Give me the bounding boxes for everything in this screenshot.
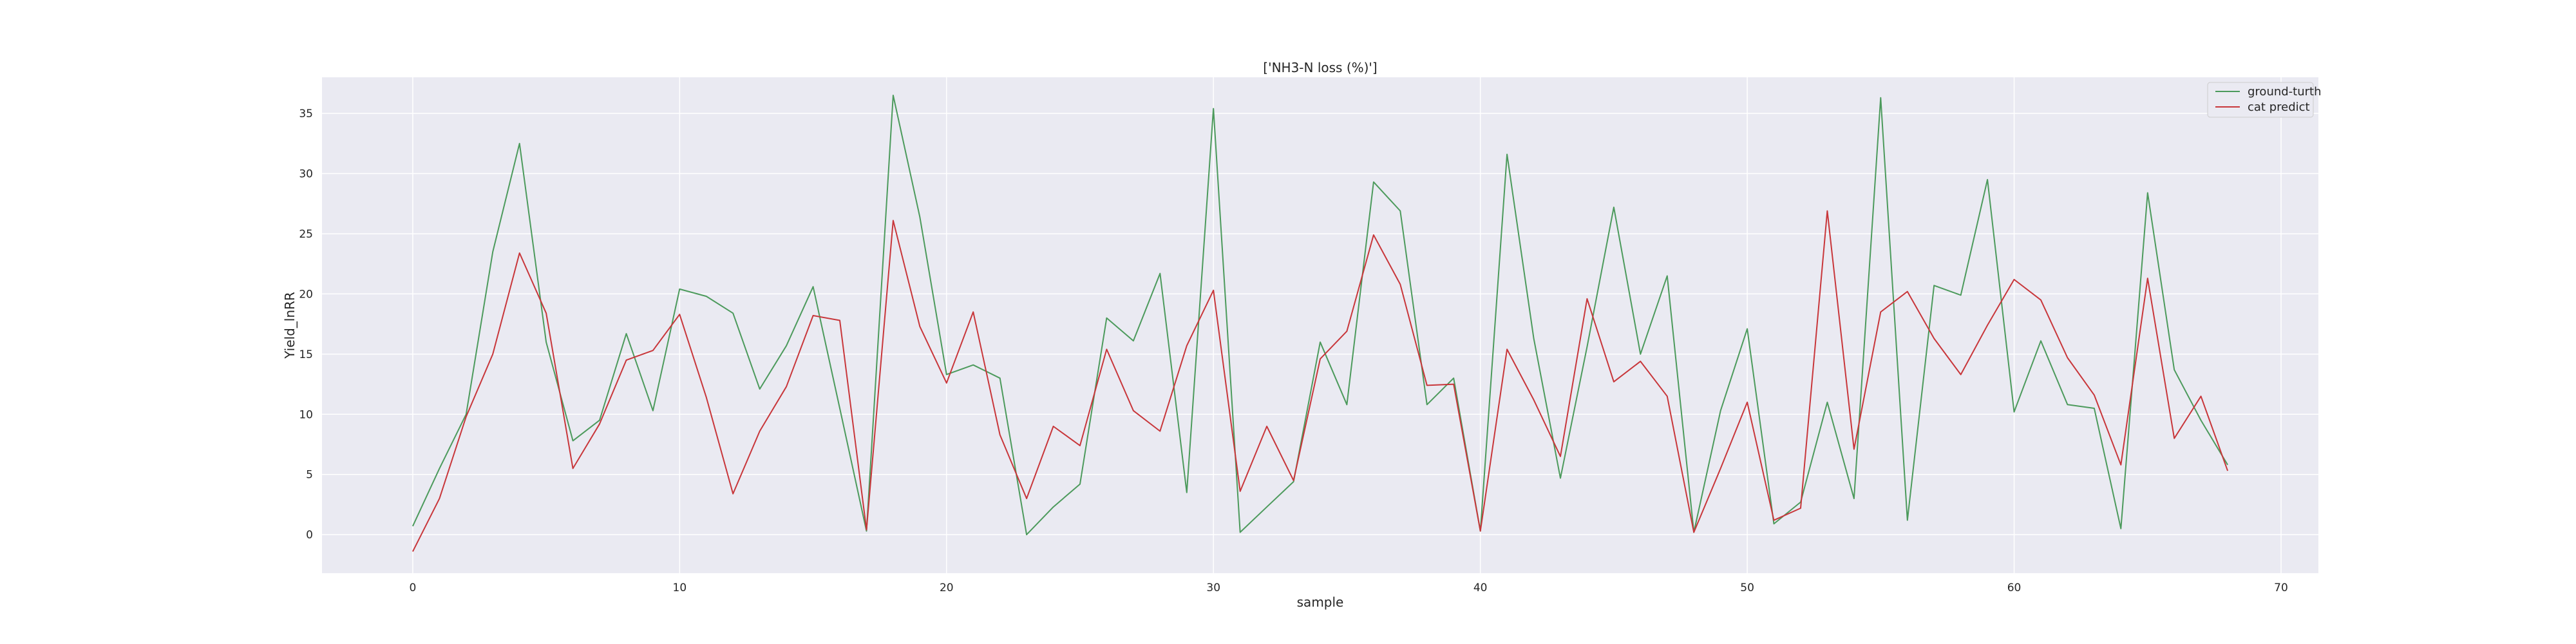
series-lines <box>412 95 2229 552</box>
x-tick-labels: 0 10 20 30 40 50 60 70 <box>409 582 2287 594</box>
series-line-cat-predict <box>412 210 2229 552</box>
y-tick-label: 25 <box>299 228 313 241</box>
x-tick-label: 50 <box>1740 582 1754 594</box>
legend: ground-turth cat predict <box>2207 82 2322 118</box>
x-axis-label: sample <box>1297 594 1344 610</box>
y-tick-label: 0 <box>306 529 313 542</box>
chart-title: ['NH3-N loss (%)'] <box>1263 60 1377 75</box>
x-tick-label: 30 <box>1206 582 1220 594</box>
x-tick-label: 10 <box>673 582 687 594</box>
series-line-ground-turth <box>412 95 2228 536</box>
x-tick-label: 20 <box>940 582 954 594</box>
x-tick-label: 0 <box>409 582 416 594</box>
x-tick-label: 70 <box>2274 582 2288 594</box>
y-tick-labels: 0 5 10 15 20 25 30 35 <box>299 108 313 542</box>
legend-label-cat-predict: cat predict <box>2248 100 2310 114</box>
y-tick-label: 5 <box>306 469 313 482</box>
y-tick-label: 15 <box>299 348 313 361</box>
y-tick-label: 10 <box>299 408 313 421</box>
plot-area <box>322 77 2318 573</box>
legend-label-ground-turth: ground-turth <box>2248 85 2322 99</box>
x-tick-label: 60 <box>2007 582 2022 594</box>
y-tick-label: 30 <box>299 168 313 181</box>
y-tick-label: 35 <box>299 108 313 120</box>
x-tick-label: 40 <box>1473 582 1488 594</box>
grid-lines <box>322 77 2318 573</box>
y-axis-label: Yield_lnRR <box>282 292 298 359</box>
y-tick-label: 20 <box>299 288 313 301</box>
